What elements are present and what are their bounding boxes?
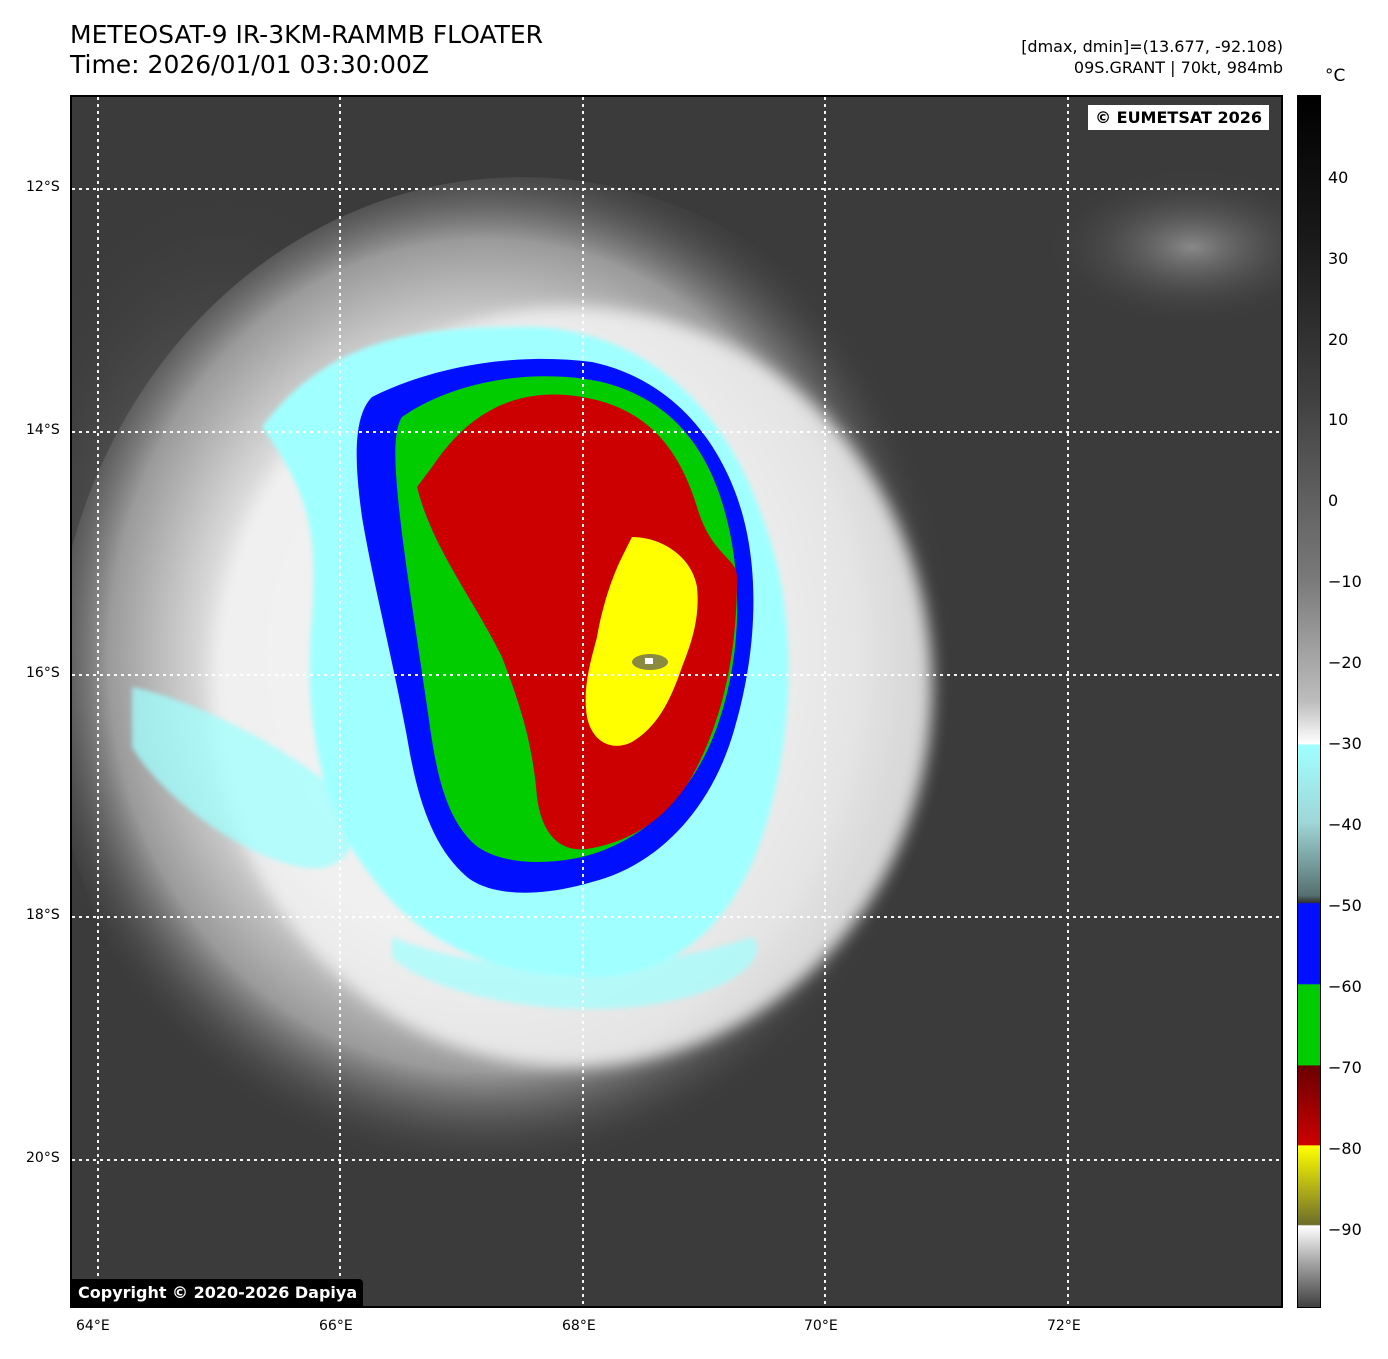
cloud-northeast — [1042, 167, 1281, 327]
colorbar-tick-minus90: −90 — [1328, 1220, 1362, 1239]
colorbar-tick-minus10: −10 — [1328, 572, 1362, 591]
colorbar-tick-minus50: −50 — [1328, 896, 1362, 915]
lon-label-70e: 70°E — [804, 1318, 838, 1334]
lat-label-14s: 14°S — [26, 422, 60, 438]
colorbar-tick-minus30: −30 — [1328, 734, 1362, 753]
storm-info-text: 09S.GRANT | 70kt, 984mb — [1073, 58, 1283, 77]
gridlines — [72, 97, 1281, 1306]
colorbar-tick-minus20: −20 — [1328, 653, 1362, 672]
dmax-dmin-text: [dmax, dmin]=(13.677, -92.108) — [1021, 37, 1283, 56]
lat-label-16s: 16°S — [26, 665, 60, 681]
colorbar-tick-minus40: −40 — [1328, 815, 1362, 834]
colorbar-tick-0: 0 — [1328, 491, 1339, 510]
lon-label-64e: 64°E — [76, 1318, 110, 1334]
map-time: Time: 2026/01/01 03:30:00Z — [70, 50, 429, 79]
yellow-band — [585, 537, 698, 746]
map-title: METEOSAT-9 IR-3KM-RAMMB FLOATER — [70, 20, 544, 49]
eye-center — [645, 658, 653, 664]
lon-label-68e: 68°E — [562, 1318, 596, 1334]
colorbar-tick-30: 30 — [1328, 249, 1349, 268]
lon-label-66e: 66°E — [319, 1318, 353, 1334]
colorbar-tick-minus70: −70 — [1328, 1058, 1362, 1077]
satellite-image-frame: © EUMETSAT 2026 Copyright © 2020-2026 Da… — [70, 95, 1283, 1308]
lat-label-12s: 12°S — [26, 179, 60, 195]
colorbar-tick-10: 10 — [1328, 410, 1349, 429]
colorbar-tick-20: 20 — [1328, 330, 1349, 349]
colorbar-unit: °C — [1325, 66, 1346, 86]
colorbar-tick-minus60: −60 — [1328, 977, 1362, 996]
lat-label-20s: 20°S — [26, 1150, 60, 1166]
satellite-ir-image — [72, 97, 1281, 1306]
red-band — [417, 394, 737, 850]
eumetsat-badge: © EUMETSAT 2026 — [1088, 105, 1269, 130]
copyright-badge: Copyright © 2020-2026 Dapiya — [72, 1279, 364, 1306]
lon-label-72e: 72°E — [1047, 1318, 1081, 1334]
colorbar-tick-40: 40 — [1328, 168, 1349, 187]
colorbar-tick-minus80: −80 — [1328, 1139, 1362, 1158]
temperature-colorbar — [1297, 95, 1321, 1308]
lat-label-18s: 18°S — [26, 907, 60, 923]
map-metadata: [dmax, dmin]=(13.677, -92.108) 09S.GRANT… — [1021, 36, 1283, 78]
